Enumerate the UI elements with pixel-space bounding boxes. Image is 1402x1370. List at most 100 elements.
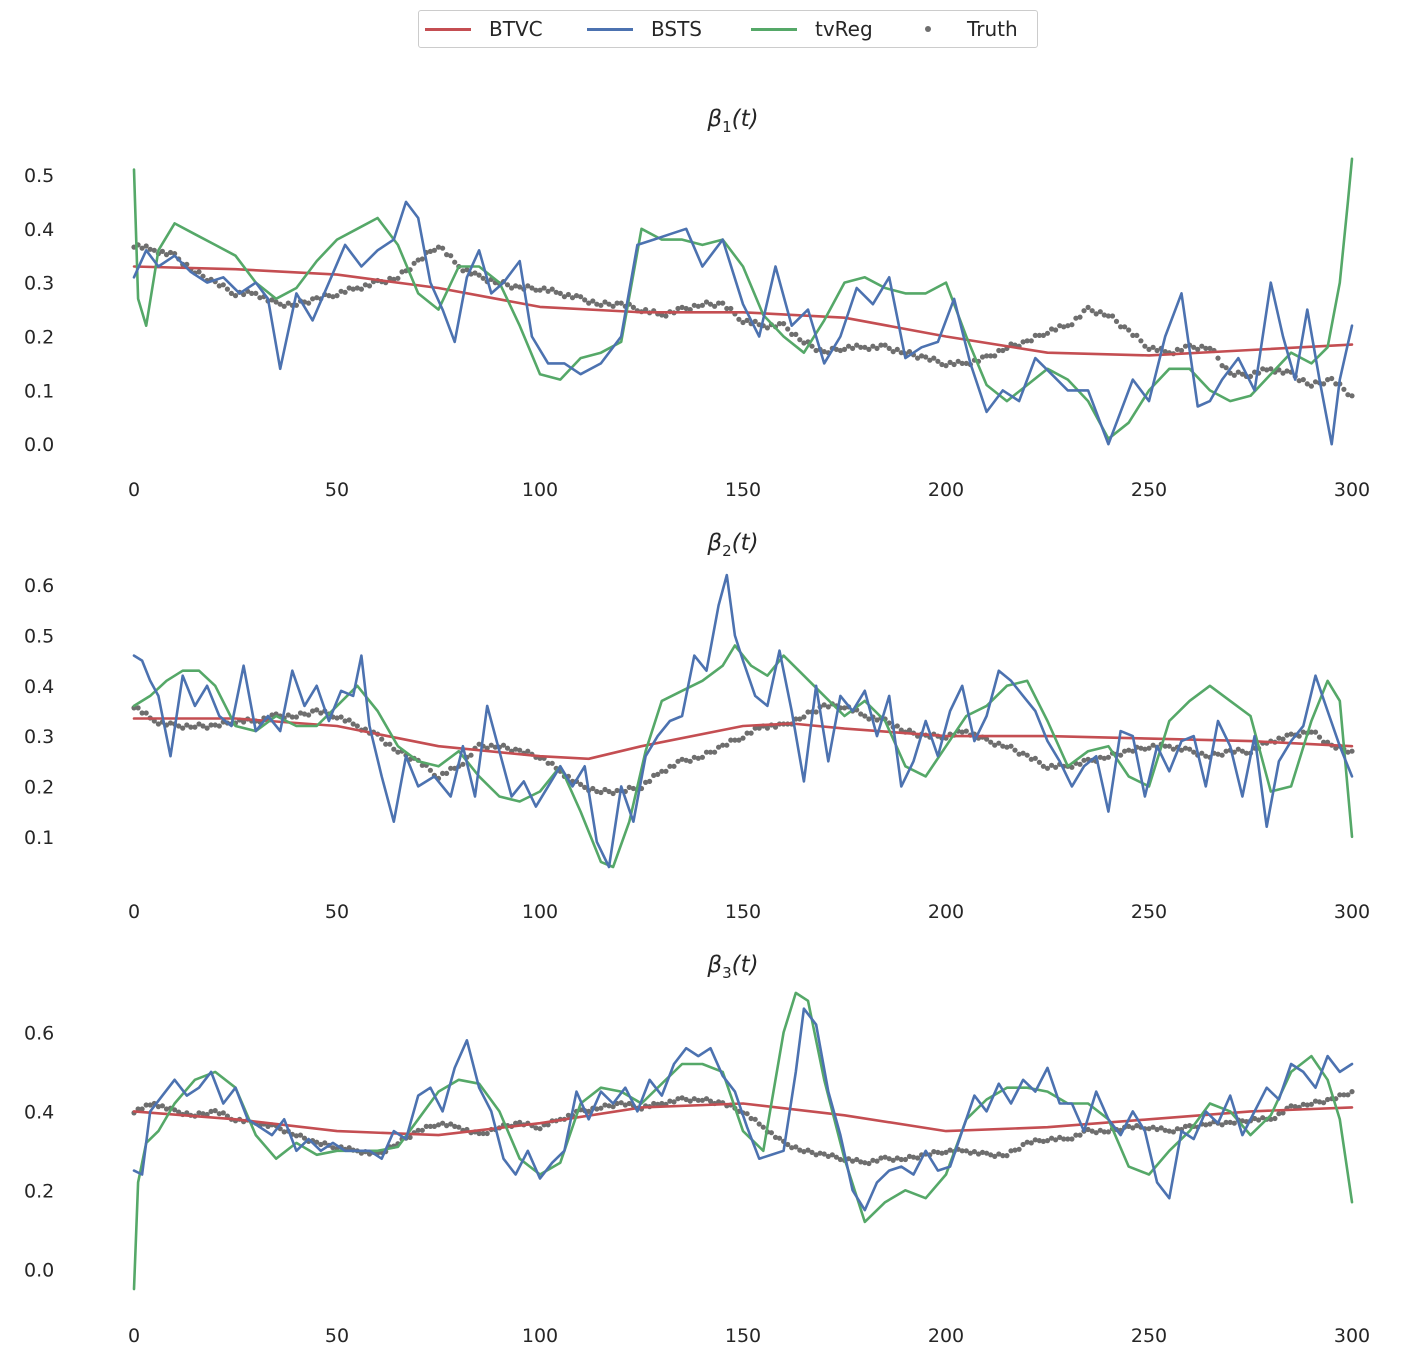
truth-point [996,1151,1002,1157]
truth-point [212,722,218,728]
truth-point [338,288,344,294]
truth-point [764,725,771,731]
truth-point [1207,345,1213,351]
truth-point [1296,733,1302,739]
truth-point [797,1147,803,1153]
truth-point [606,788,612,795]
y-tick-label: 0.3 [24,726,54,748]
truth-point [1300,1101,1306,1107]
truth-point [1081,757,1087,763]
truth-point [1053,1137,1059,1143]
truth-point [1020,339,1026,345]
truth-point [1024,752,1030,758]
truth-point [1040,332,1046,338]
truth-point [159,1103,165,1109]
truth-point [947,1147,953,1153]
truth-point [1130,332,1136,338]
truth-point [1150,1124,1156,1130]
truth-point [724,742,730,748]
truth-point [1044,765,1051,771]
truth-point [1142,746,1148,752]
truth-point [452,259,458,265]
truth-point [435,1122,442,1128]
truth-point [679,304,685,310]
truth-point [155,1104,161,1110]
truth-point [736,316,742,322]
y-tick-label: 0.2 [24,327,54,349]
truth-point [565,291,572,298]
x-tick-label: 100 [522,1325,558,1347]
truth-point [752,1116,758,1122]
truth-point [1004,1153,1010,1159]
truth-point [427,767,433,773]
truth-point [931,355,937,361]
chart-title-base: β [706,952,722,978]
truth-point [310,708,316,714]
truth-point [415,257,421,263]
truth-point [1280,1110,1286,1116]
truth-point [695,755,701,761]
truth-point [212,1108,218,1114]
truth-point [241,719,247,725]
truth-point [813,1152,819,1158]
y-tick-label: 0.4 [24,1101,54,1123]
truth-point [513,1120,519,1126]
truth-point [1191,344,1197,350]
truth-point [716,300,722,306]
truth-point [480,1130,486,1137]
truth-point [135,1106,141,1112]
truth-point [334,293,340,299]
truth-point [1182,745,1189,751]
truth-point [1187,1123,1193,1129]
x-tick-label: 150 [725,479,761,501]
truth-point [1122,748,1128,754]
y-tick-label: 0.2 [24,776,54,798]
truth-point [1162,743,1168,749]
truth-point [172,1107,178,1113]
truth-point [1304,1102,1310,1108]
truth-point [151,247,157,253]
truth-point [1178,347,1185,354]
truth-point [1191,749,1197,755]
y-tick-label: 0.0 [24,434,54,456]
truth-point [594,301,600,307]
truth-point [1085,1126,1091,1133]
truth-point [582,784,588,791]
truth-point [882,1154,888,1160]
truth-point [1219,752,1225,758]
truth-point [951,361,957,368]
truth-point [163,252,170,258]
x-tick-label: 0 [128,901,140,923]
truth-point [322,1140,328,1146]
truth-point [1219,1122,1225,1128]
truth-point [1032,755,1038,761]
truth-point [1008,743,1014,749]
truth-point [1053,764,1059,770]
truth-point [878,342,884,348]
chart-panel-1: β1(t) 0.0 0.1 0.2 0.3 0.4 0.5 0 50 100 150 200 250 30… [24,106,1370,501]
truth-point [1345,392,1351,398]
truth-point [460,268,466,274]
truth-point [1316,1099,1323,1105]
truth-point [805,709,811,715]
truth-point [306,712,312,718]
truth-point [906,1153,913,1159]
truth-point [220,282,226,288]
truth-point [776,321,783,327]
y-tick-label: 0.0 [24,1259,54,1281]
truth-point [772,724,779,730]
truth-point [1020,750,1026,756]
truth-point [606,301,612,307]
truth-point [833,346,840,352]
truth-point [1097,309,1103,315]
truth-point [395,749,401,755]
truth-point [712,749,718,755]
truth-point [1044,1138,1051,1144]
truth-point [606,1103,612,1109]
truth-point [411,260,417,266]
truth-point [1174,1126,1180,1132]
truth-point [809,343,815,349]
truth-point [196,269,202,275]
truth-point [1341,386,1347,392]
truth-point [1146,1126,1152,1132]
